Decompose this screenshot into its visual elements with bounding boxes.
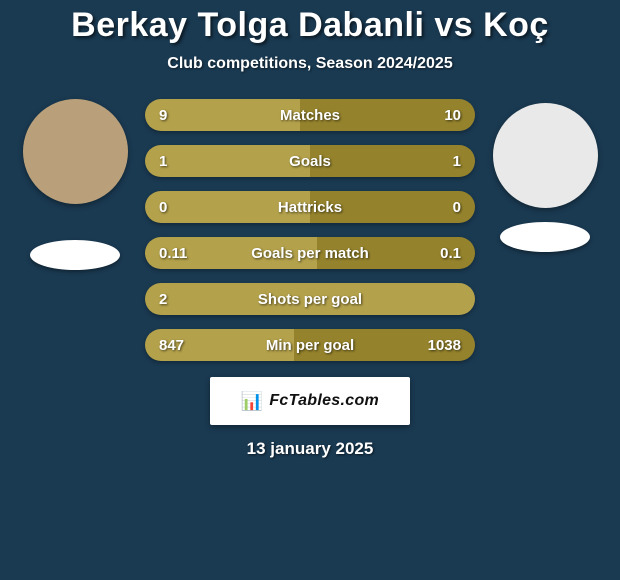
stats-list: 9 Matches 10 1 Goals 1 0 Hattricks 0: [131, 99, 489, 361]
logo-text: FcTables.com: [269, 392, 379, 410]
left-player-flag: [30, 240, 120, 270]
comparison-row: 9 Matches 10 1 Goals 1 0 Hattricks 0: [0, 99, 620, 361]
page-title: Berkay Tolga Dabanli vs Koç: [71, 6, 549, 45]
stat-label: Goals per match: [251, 245, 369, 262]
stat-label: Goals: [289, 153, 331, 170]
date-label: 13 january 2025: [247, 439, 374, 459]
fctables-logo-link[interactable]: 📊 FcTables.com: [210, 377, 410, 425]
stat-value-left: 0.11: [159, 245, 187, 262]
stat-row: 9 Matches 10: [145, 99, 475, 131]
stat-value-right: 0: [453, 199, 461, 216]
subtitle: Club competitions, Season 2024/2025: [167, 55, 452, 73]
stat-row: 2 Shots per goal: [145, 283, 475, 315]
stat-label: Min per goal: [266, 337, 354, 354]
left-player-col: [19, 99, 131, 270]
right-player-flag: [500, 222, 590, 252]
stat-row: 0 Hattricks 0: [145, 191, 475, 223]
stat-fill-left: [145, 145, 310, 177]
stat-value-right: 1038: [428, 337, 461, 354]
stat-value-right: 10: [444, 107, 461, 124]
right-player-col: [489, 103, 601, 252]
stat-label: Hattricks: [278, 199, 342, 216]
stat-label: Shots per goal: [258, 291, 362, 308]
left-player-avatar: [23, 99, 128, 204]
stat-value-right: 0.1: [440, 245, 461, 262]
stat-row: 847 Min per goal 1038: [145, 329, 475, 361]
stat-value-left: 847: [159, 337, 184, 354]
right-player-avatar: [493, 103, 598, 208]
stat-fill-right: [310, 145, 475, 177]
stat-label: Matches: [280, 107, 340, 124]
stat-fill-left: [145, 99, 300, 131]
stat-value-left: 9: [159, 107, 167, 124]
stat-row: 0.11 Goals per match 0.1: [145, 237, 475, 269]
stat-row: 1 Goals 1: [145, 145, 475, 177]
chart-icon: 📊: [241, 391, 263, 412]
stat-value-left: 0: [159, 199, 167, 216]
stat-value-left: 1: [159, 153, 167, 170]
stat-value-right: 1: [453, 153, 461, 170]
stat-value-left: 2: [159, 291, 167, 308]
